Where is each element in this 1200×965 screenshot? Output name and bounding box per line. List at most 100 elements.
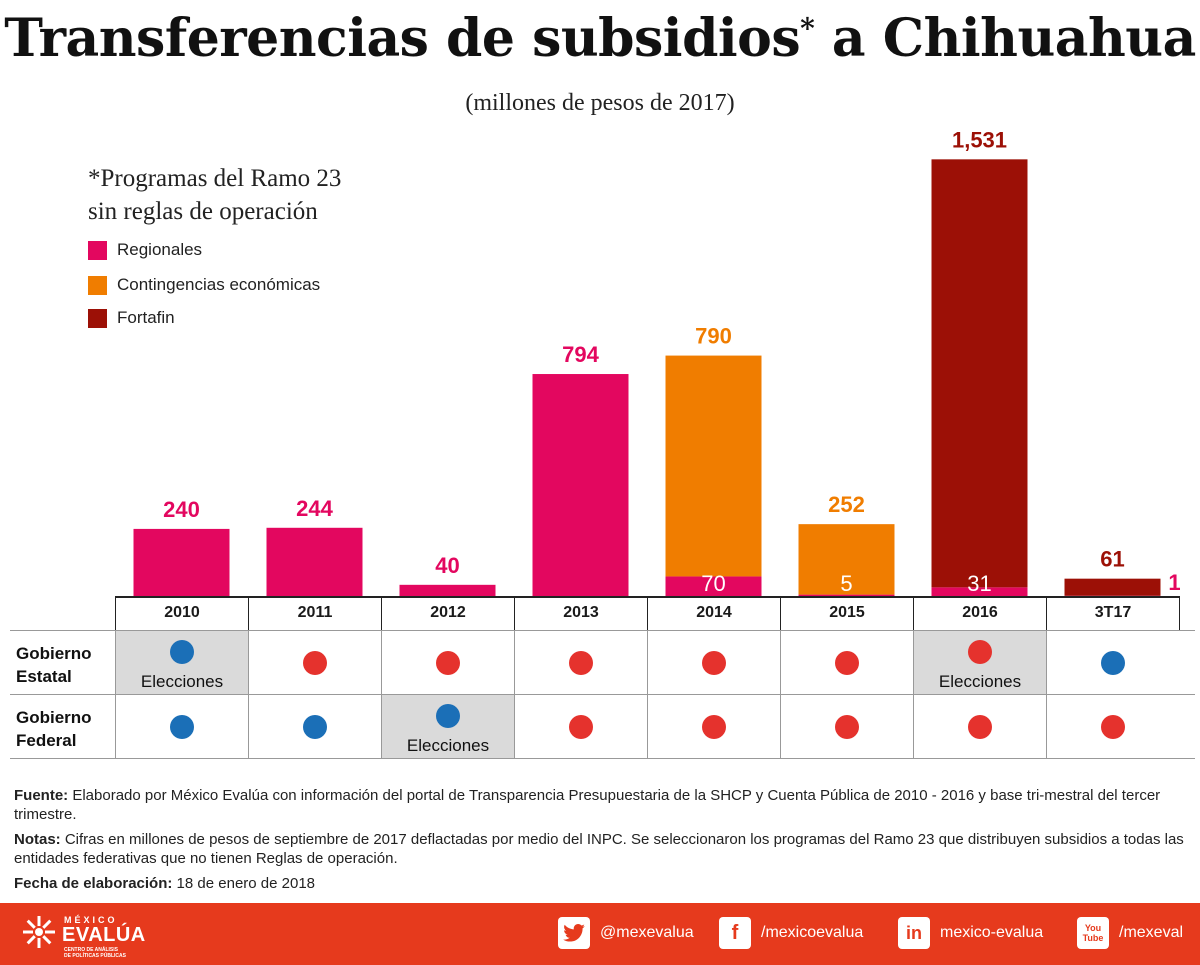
table-right-edge: [1179, 596, 1180, 630]
logo-brand-text: EVALÚA: [62, 924, 146, 946]
chart-subtitle: (millones de pesos de 2017): [465, 90, 735, 116]
row-label-estatal: Gobierno Estatal: [16, 644, 92, 686]
bar-2013-regionales: [532, 374, 629, 596]
youtube-icon: You Tube: [1077, 917, 1109, 949]
bar-2012-regionales: [399, 584, 496, 596]
linkedin-handle: mexico-evalua: [940, 924, 1044, 941]
linkedin-icon: in: [898, 917, 930, 949]
table-cell-2013: [514, 631, 647, 694]
youtube-link[interactable]: You Tube /mexeval: [1077, 917, 1183, 949]
table-cell-2011: [248, 695, 381, 758]
red-dot-icon: [968, 715, 992, 739]
facebook-link[interactable]: f /mexicoevalua: [719, 917, 863, 949]
government-table: 2010 2011 2012 2013 2014 2015 2016 3T17 Gobierno…: [0, 596, 1200, 766]
data-label-2016: 1,531: [952, 127, 1007, 152]
legend-item-contingencias: Contingencias económicas: [88, 275, 320, 295]
red-dot-icon: [702, 651, 726, 675]
legend-label: Regionales: [117, 240, 203, 259]
table-cell-2011: [248, 631, 381, 694]
twitter-handle: @mexevalua: [600, 924, 694, 941]
table-cell-2010: Elecciones: [115, 631, 248, 694]
year-header-2014: 2014: [647, 596, 780, 630]
table-cell-3T17: [1046, 695, 1179, 758]
data-label-3T17: 1: [1168, 570, 1180, 595]
red-dot-icon: [569, 715, 593, 739]
table-cell-2015: [780, 695, 913, 758]
legend-swatch-fortafin: [88, 308, 107, 328]
data-label-3T17: 61: [1100, 547, 1124, 572]
mexico-evalua-logo[interactable]: MÉXICO EVALÚA CENTRO DE ANÁLISIS DE POLÍ…: [22, 913, 145, 959]
table-row-line: [10, 630, 1195, 631]
linkedin-link[interactable]: in mexico-evalua: [898, 917, 1043, 949]
data-label-2010: 240: [163, 497, 200, 522]
red-dot-icon: [702, 715, 726, 739]
blue-dot-icon: [303, 715, 327, 739]
data-label-2015: 5: [840, 571, 852, 596]
red-dot-icon: [835, 651, 859, 675]
year-header-2010: 2010: [115, 596, 248, 630]
footer-bar: MÉXICO EVALÚA CENTRO DE ANÁLISIS DE POLÍ…: [0, 903, 1200, 965]
bar-2015-regionales: [798, 594, 895, 596]
year-header-2013: 2013: [514, 596, 647, 630]
logo-top-text: MÉXICO: [64, 915, 118, 925]
legend-item-fortafin: Fortafin: [88, 308, 175, 328]
table-cell-2013: [514, 695, 647, 758]
legend-label: Contingencias económicas: [117, 275, 321, 294]
source-note: Fuente: Elaborado por México Evalúa con …: [14, 787, 1161, 823]
bar-2010-regionales: [133, 528, 230, 596]
year-header-3T17: 3T17: [1046, 596, 1179, 630]
red-dot-icon: [968, 640, 992, 664]
table-cell-2014: [647, 631, 780, 694]
red-dot-icon: [569, 651, 593, 675]
elections-label: Elecciones: [140, 672, 224, 691]
year-header-2015: 2015: [780, 596, 913, 630]
twitter-link[interactable]: @mexevalua: [558, 917, 694, 949]
logo-subtitle: CENTRO DE ANÁLISIS DE POLÍTICAS PÚBLICAS: [64, 947, 126, 959]
table-cell-2010: [115, 695, 248, 758]
notes-block: Fuente: Elaborado por México Evalúa con …: [14, 786, 1184, 899]
date-note: Fecha de elaboración: 18 de enero de 201…: [14, 875, 316, 892]
table-cell-2014: [647, 695, 780, 758]
table-row-line: [10, 694, 1195, 695]
row-label-federal: Gobierno Federal: [16, 708, 92, 750]
legend-item-regionales: Regionales: [88, 240, 202, 260]
red-dot-icon: [1101, 715, 1125, 739]
elections-label: Elecciones: [938, 672, 1022, 691]
legend-label: Fortafin: [117, 308, 175, 327]
bar-2014-regionales: [665, 576, 762, 596]
youtube-handle: /mexeval: [1119, 924, 1184, 941]
blue-dot-icon: [436, 704, 460, 728]
legend-title: *Programas del Ramo 23 sin reglas de ope…: [88, 165, 342, 225]
year-header-2016: 2016: [913, 596, 1046, 630]
bar-2015-contingencias-econ-micas: [798, 524, 895, 595]
twitter-icon: [558, 917, 590, 949]
red-dot-icon: [835, 715, 859, 739]
data-label-2014: 790: [695, 324, 732, 349]
methodology-note: Notas: Cifras en millones de pesos de se…: [14, 831, 1184, 867]
data-label-2015: 252: [828, 492, 865, 517]
bar-2011-regionales: [266, 527, 363, 596]
legend-swatch-regionales: [88, 240, 107, 260]
blue-dot-icon: [170, 640, 194, 664]
blue-dot-icon: [170, 715, 194, 739]
chart-title: Transferencias de subsidios* a Chihuahua: [4, 8, 1196, 69]
data-label-2011: 244: [296, 496, 333, 521]
year-header-2012: 2012: [381, 596, 514, 630]
red-dot-icon: [303, 651, 327, 675]
bar-2016-regionales: [931, 587, 1028, 596]
year-header-2011: 2011: [248, 596, 381, 630]
table-row-line: [10, 758, 1195, 759]
table-cell-2016: Elecciones: [913, 631, 1046, 694]
logo-star-icon: [23, 916, 55, 948]
table-cell-3T17: [1046, 631, 1179, 694]
blue-dot-icon: [1101, 651, 1125, 675]
table-cell-2015: [780, 631, 913, 694]
legend-swatch-contingencias: [88, 275, 107, 295]
bar-3T17-fortafin: [1064, 578, 1161, 596]
elections-label: Elecciones: [406, 736, 490, 755]
facebook-handle: /mexicoevalua: [761, 924, 864, 941]
table-cell-2012: [381, 631, 514, 694]
data-label-2016: 31: [967, 571, 991, 596]
table-cell-2012: Elecciones: [381, 695, 514, 758]
red-dot-icon: [436, 651, 460, 675]
